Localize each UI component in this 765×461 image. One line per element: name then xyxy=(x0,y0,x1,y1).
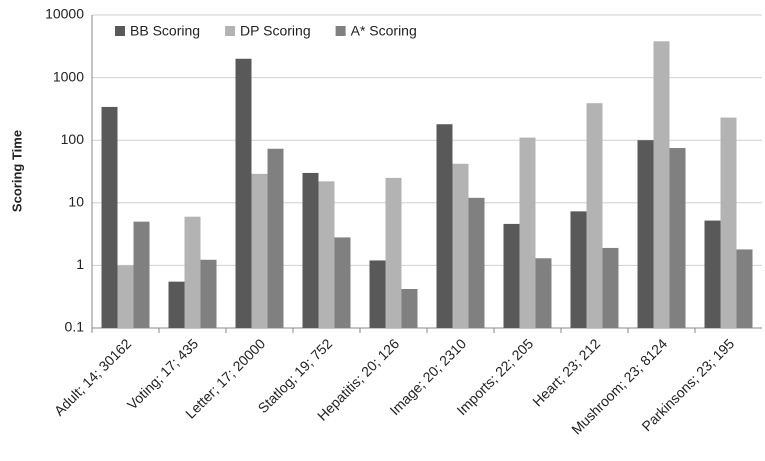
bar xyxy=(200,259,217,328)
bar xyxy=(168,281,185,328)
bar xyxy=(519,137,536,328)
bar xyxy=(251,173,268,328)
bar xyxy=(436,124,453,328)
y-tick-label: 0.1 xyxy=(65,319,85,335)
bar xyxy=(535,258,552,328)
bar xyxy=(184,216,201,328)
x-tick-label: Voting; 17; 435 xyxy=(124,335,202,413)
bar xyxy=(385,177,402,328)
legend-label: BB Scoring xyxy=(130,23,200,39)
bar xyxy=(117,265,134,328)
bar xyxy=(101,106,118,329)
y-tick-label: 1000 xyxy=(53,68,84,84)
y-tick-label: 10 xyxy=(68,194,84,210)
bar xyxy=(302,172,319,328)
bar xyxy=(669,148,686,328)
legend-swatch xyxy=(225,26,236,36)
bar xyxy=(369,260,386,328)
y-tick-label: 100 xyxy=(61,131,85,147)
bar xyxy=(267,148,284,328)
bar xyxy=(586,103,603,328)
bar xyxy=(602,247,619,328)
bar xyxy=(235,58,252,328)
legend-swatch xyxy=(115,26,125,36)
y-tick-label: 10000 xyxy=(45,6,84,22)
legend-label: A* Scoring xyxy=(351,23,417,39)
x-tick-label: Adult; 14; 30162 xyxy=(51,335,135,419)
x-tick-label: Heart; 23; 212 xyxy=(529,335,603,409)
bar xyxy=(736,249,753,328)
bar xyxy=(503,223,520,328)
y-tick-label: 1 xyxy=(76,256,84,272)
bar xyxy=(468,197,485,328)
y-axis-label: Scoring Time xyxy=(9,130,24,212)
legend-swatch xyxy=(335,26,346,36)
legend-label: DP Scoring xyxy=(240,23,311,39)
bar xyxy=(318,181,335,328)
bar xyxy=(704,220,721,328)
bar xyxy=(570,211,587,328)
bar xyxy=(452,163,469,328)
bar xyxy=(720,117,737,328)
bar xyxy=(401,288,418,328)
bar xyxy=(637,140,654,328)
bar xyxy=(334,237,351,328)
bar xyxy=(653,41,670,329)
bar xyxy=(133,221,150,328)
